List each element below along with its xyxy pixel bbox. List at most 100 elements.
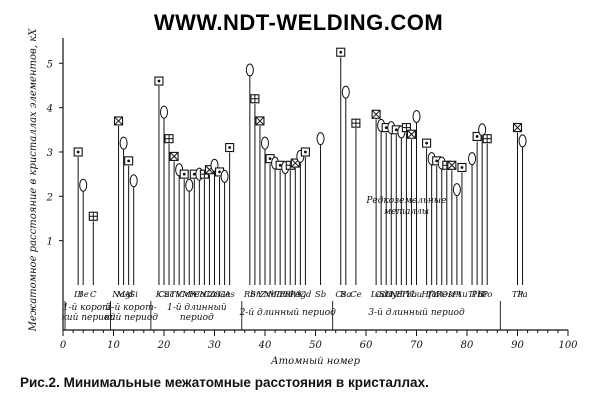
element-label-th: Th: [512, 290, 523, 300]
data-marker-oval: [412, 110, 421, 124]
period-label: 3-й длинный период: [368, 308, 465, 318]
data-marker-cross: [255, 116, 265, 126]
element-label-cs: Cs: [335, 290, 347, 300]
element-label-zn: Zn: [208, 290, 220, 300]
x-axis-title: Атомный номер: [270, 356, 361, 367]
element-label-nd: Nd: [389, 290, 403, 300]
element-label-ge: Ge: [219, 290, 231, 300]
data-marker-oval: [261, 136, 269, 150]
element-label-bi: Bi: [477, 290, 487, 300]
x-tick-label: 30: [208, 340, 221, 351]
element-label-ru: Ru: [278, 290, 291, 300]
element-label-ce: Ce: [350, 290, 362, 300]
element-label-tb: Tb: [401, 290, 412, 300]
x-tick-label: 90: [511, 340, 524, 351]
element-label-dy: Dy: [384, 290, 397, 300]
element-label-cd: Cd: [375, 290, 388, 300]
data-marker-dot: [435, 159, 439, 163]
element-label-ag: Ag: [294, 290, 307, 300]
data-marker-oval: [478, 123, 487, 137]
annotation-label: металлы: [384, 207, 429, 217]
element-label-w: W: [432, 290, 442, 300]
annotation-label: Редкоземельные: [365, 196, 446, 206]
data-marker-dot: [339, 50, 343, 54]
element-label-na: Na: [111, 290, 125, 300]
data-marker-oval: [452, 183, 461, 197]
data-marker-dot: [192, 172, 196, 176]
data-marker-dot: [475, 135, 479, 138]
element-label-sm: Sm: [379, 290, 393, 300]
element-label-c: C: [90, 290, 97, 300]
element-label-cr: Cr: [179, 290, 191, 300]
period-label: период: [180, 313, 214, 323]
element-label-si: Si: [129, 290, 138, 300]
y-tick-label: 2: [46, 192, 53, 203]
element-label-rb: Rb: [243, 290, 256, 300]
data-marker-dot: [394, 128, 398, 132]
element-label-cd: Cd: [299, 290, 312, 300]
y-tick-label: 3: [47, 148, 53, 159]
element-label-tl: Tl: [468, 290, 477, 300]
element-label-au: Au: [455, 290, 468, 300]
data-marker-dot: [384, 126, 388, 129]
data-marker-dot: [268, 157, 272, 161]
data-marker-dot: [218, 170, 221, 174]
data-marker-oval: [129, 174, 138, 188]
data-marker-dot: [127, 159, 131, 163]
element-label-zr: Zr: [259, 290, 271, 300]
period-label: 1-й корот-: [63, 303, 114, 313]
element-label-li: Li: [73, 290, 83, 300]
x-tick-label: 80: [461, 340, 474, 351]
element-label-co: Co: [194, 290, 206, 300]
element-label-tc: Tc: [275, 290, 285, 300]
data-marker-cross: [114, 116, 123, 126]
element-label-ti: Ti: [170, 290, 179, 300]
figure-caption: Рис.2. Минимальные межатомные расстояния…: [20, 375, 429, 390]
data-marker-oval: [245, 63, 254, 77]
element-label-os: Os: [441, 290, 453, 300]
data-marker-dot: [228, 146, 232, 149]
data-marker-dot: [425, 141, 428, 145]
element-label-pb: Pb: [471, 290, 483, 300]
element-label-ba: Ba: [339, 290, 351, 300]
x-tick-label: 60: [360, 340, 373, 351]
element-label-be: Be: [77, 290, 89, 300]
x-tick-label: 0: [60, 340, 67, 351]
element-label-po: Po: [481, 290, 493, 300]
x-tick-label: 100: [558, 340, 578, 351]
element-label-re: Re: [435, 290, 447, 300]
element-label-sr: Sr: [250, 290, 261, 300]
element-label-lu: Lu: [410, 290, 422, 300]
data-marker-oval: [220, 169, 229, 183]
element-label-mn: Mn: [181, 290, 196, 300]
data-marker-oval: [160, 105, 168, 119]
element-label-ta: Ta: [427, 290, 437, 300]
element-label-as: As: [223, 290, 235, 300]
data-marker-oval: [518, 134, 527, 148]
data-marker-cross: [407, 129, 416, 139]
period-label: кий период: [104, 313, 158, 323]
data-marker-cross: [169, 152, 179, 161]
element-label-k: K: [155, 290, 163, 300]
period-label: 1-й длинный: [167, 303, 227, 313]
data-marker-oval: [316, 132, 325, 146]
data-marker-dot: [157, 79, 161, 83]
element-label-ga: Ga: [214, 290, 226, 300]
x-tick-label: 40: [258, 340, 272, 351]
element-label-hf: Hf: [420, 290, 433, 300]
data-marker-dot: [76, 150, 80, 154]
data-marker-oval: [468, 152, 477, 166]
period-label: 2-й длинный период: [239, 308, 337, 318]
data-marker-dot: [304, 150, 307, 154]
element-label-ir: Ir: [447, 290, 456, 300]
element-label-v: V: [176, 290, 183, 300]
element-label-er: Er: [395, 290, 407, 300]
data-marker-oval: [185, 178, 194, 192]
element-label-al: Al: [123, 290, 133, 300]
element-label-sc: Sc: [164, 290, 175, 300]
element-label-yb: Yb: [406, 290, 417, 300]
period-label: 2-й корот-: [105, 303, 157, 313]
element-label-pt: Pt: [451, 290, 462, 300]
y-axis-title: Межатомное расстояние в кристаллах элеме…: [28, 28, 39, 333]
data-marker-oval: [119, 136, 128, 150]
